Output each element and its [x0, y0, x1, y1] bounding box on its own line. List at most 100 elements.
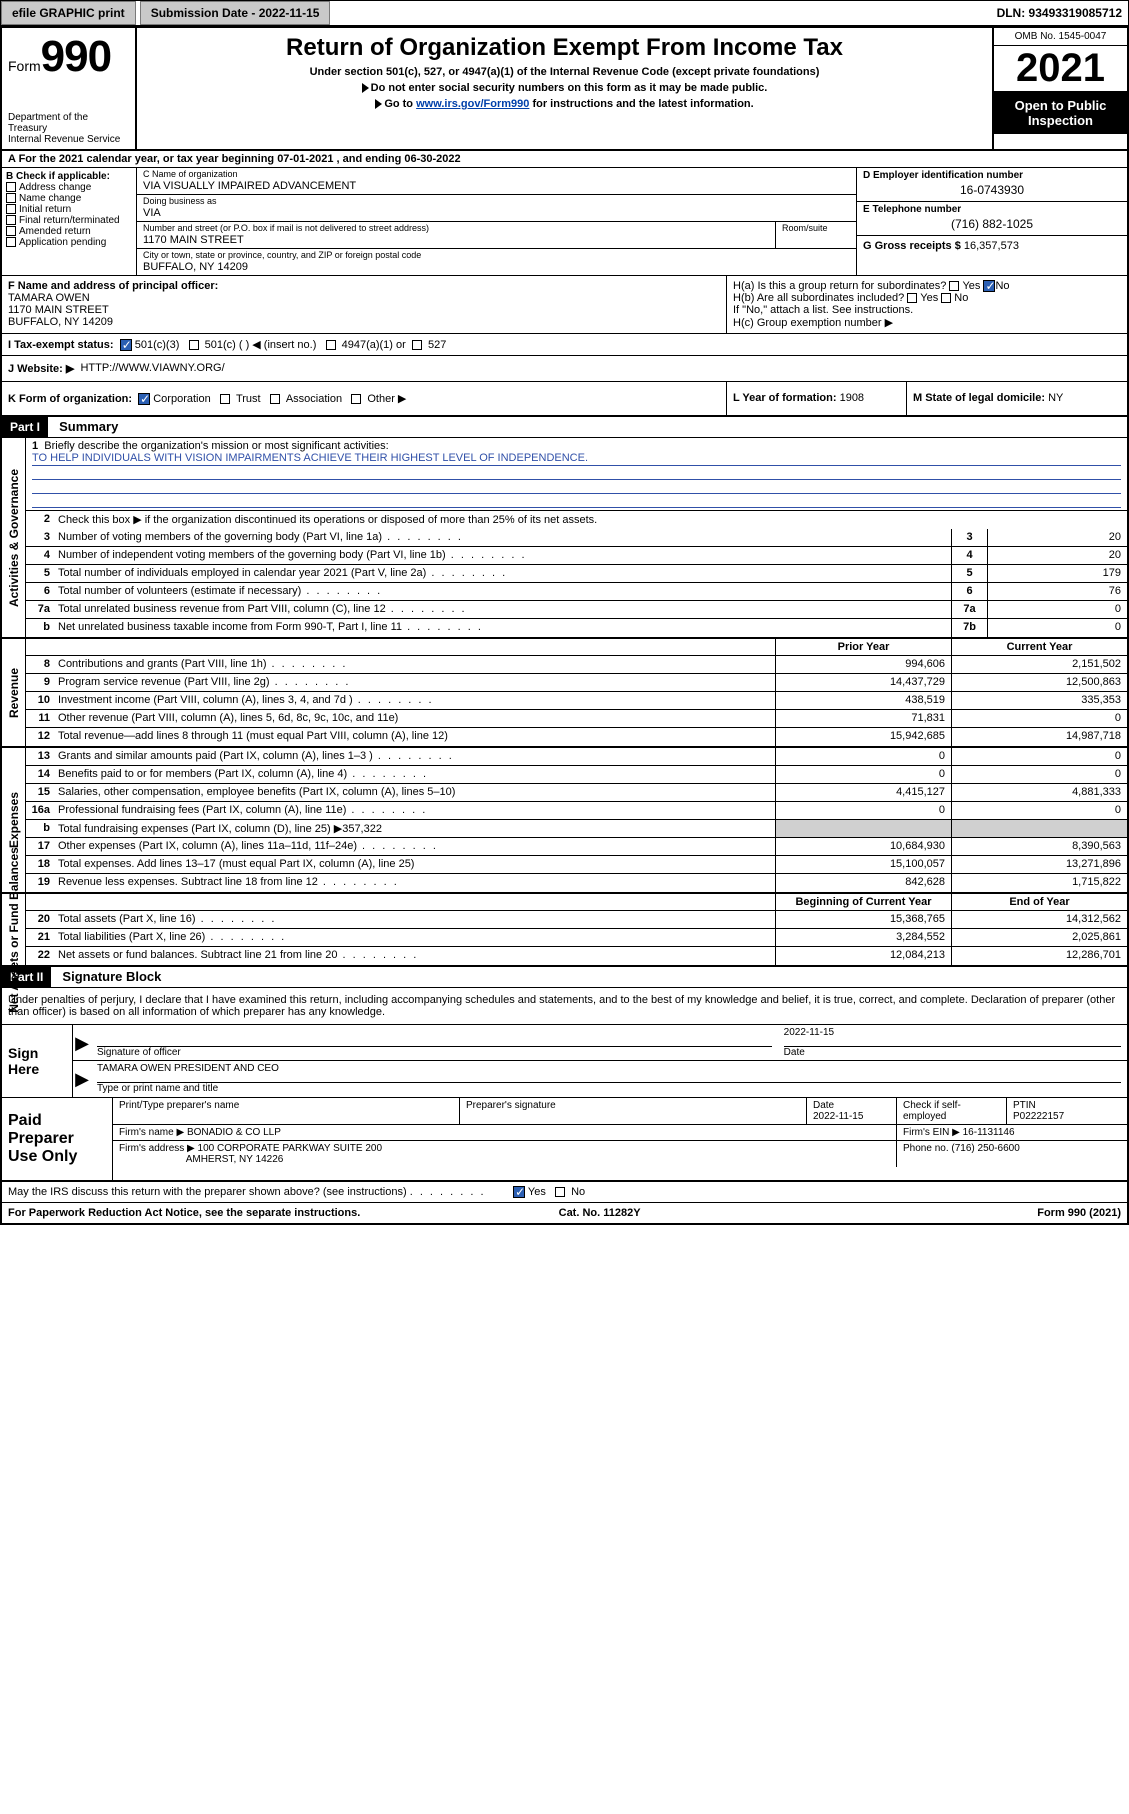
col-boy: Beginning of Current Year — [775, 894, 951, 910]
org-name-label: C Name of organization — [137, 168, 856, 180]
line10-prior: 438,519 — [775, 692, 951, 709]
line16a-current: 0 — [951, 802, 1127, 819]
line11-current: 0 — [951, 710, 1127, 727]
line20-boy: 15,368,765 — [775, 911, 951, 928]
line18-current: 13,271,896 — [951, 856, 1127, 873]
omb-number: OMB No. 1545-0047 — [994, 28, 1127, 46]
sig-name-label: Type or print name and title — [97, 1083, 218, 1094]
line13-current: 0 — [951, 748, 1127, 765]
chk-initial-return[interactable] — [6, 204, 16, 214]
chk-hb-no[interactable] — [941, 293, 951, 303]
firm-addr-label: Firm's address ▶ — [119, 1143, 195, 1154]
sign-here-label: Sign Here — [2, 1025, 72, 1097]
form-subtitle: Under section 501(c), 527, or 4947(a)(1)… — [143, 66, 986, 78]
chk-hb-yes[interactable] — [907, 293, 917, 303]
website-value: HTTP://WWW.VIAWNY.ORG/ — [80, 362, 224, 375]
line9-current: 12,500,863 — [951, 674, 1127, 691]
mission-text: TO HELP INDIVIDUALS WITH VISION IMPAIRME… — [32, 452, 1121, 466]
line19-prior: 842,628 — [775, 874, 951, 892]
irs-link[interactable]: www.irs.gov/Form990 — [416, 98, 529, 110]
col-prior: Prior Year — [775, 639, 951, 655]
gross-label: G Gross receipts $ — [863, 240, 961, 252]
year-formation-label: L Year of formation: — [733, 392, 837, 404]
discuss-text: May the IRS discuss this return with the… — [8, 1186, 407, 1198]
chk-501c3[interactable] — [120, 339, 132, 351]
line10-text: Investment income (Part VIII, column (A)… — [54, 692, 775, 709]
prep-date: 2022-11-15 — [813, 1111, 863, 1122]
tel-value: (716) 882-1025 — [857, 217, 1127, 235]
line11-text: Other revenue (Part VIII, column (A), li… — [54, 710, 775, 727]
line14-current: 0 — [951, 766, 1127, 783]
officer-addr1: 1170 MAIN STREET — [8, 304, 720, 316]
line8-current: 2,151,502 — [951, 656, 1127, 673]
line12-current: 14,987,718 — [951, 728, 1127, 746]
line5-val: 179 — [987, 565, 1127, 582]
chk-amended[interactable] — [6, 226, 16, 236]
chk-discuss-no[interactable] — [555, 1187, 565, 1197]
line21-eoy: 2,025,861 — [951, 929, 1127, 946]
line19-current: 1,715,822 — [951, 874, 1127, 892]
line6-val: 76 — [987, 583, 1127, 600]
line17-current: 8,390,563 — [951, 838, 1127, 855]
chk-name-change[interactable] — [6, 193, 16, 203]
chk-assoc[interactable] — [270, 394, 280, 404]
line12-text: Total revenue—add lines 8 through 11 (mu… — [54, 728, 775, 746]
room-label: Room/suite — [776, 222, 856, 234]
chk-discuss-yes[interactable] — [513, 1186, 525, 1198]
form-number: Form990 — [8, 32, 129, 82]
firm-name: BONADIO & CO LLP — [187, 1127, 281, 1138]
form-page: Form990 Department of the Treasury Inter… — [0, 26, 1129, 1225]
vlabel-netassets: Net Assets or Fund Balances — [2, 894, 26, 965]
prep-sig-label: Preparer's signature — [466, 1100, 556, 1111]
chk-final-return[interactable] — [6, 215, 16, 225]
line22-eoy: 12,286,701 — [951, 947, 1127, 965]
line15-text: Salaries, other compensation, employee b… — [54, 784, 775, 801]
form-footer: Form 990 (2021) — [1037, 1207, 1121, 1219]
paid-preparer-label: Paid Preparer Use Only — [2, 1098, 112, 1180]
form-title: Return of Organization Exempt From Incom… — [143, 34, 986, 62]
city-label: City or town, state or province, country… — [137, 249, 856, 261]
firm-addr2: AMHERST, NY 14226 — [186, 1154, 284, 1165]
hc-row: H(c) Group exemption number ▶ — [733, 316, 1121, 329]
dba-value: VIA — [137, 207, 856, 221]
line8-text: Contributions and grants (Part VIII, lin… — [54, 656, 775, 673]
open-inspection: Open to Public Inspection — [994, 92, 1127, 134]
form-note-ssn: Do not enter social security numbers on … — [143, 82, 986, 94]
chk-ha-yes[interactable] — [949, 281, 959, 291]
line18-text: Total expenses. Add lines 13–17 (must eq… — [54, 856, 775, 873]
chk-501c[interactable] — [189, 340, 199, 350]
chk-ha-no[interactable] — [983, 280, 995, 292]
chk-address-change[interactable] — [6, 182, 16, 192]
line3-val: 20 — [987, 529, 1127, 546]
chk-trust[interactable] — [220, 394, 230, 404]
chk-other[interactable] — [351, 394, 361, 404]
line21-boy: 3,284,552 — [775, 929, 951, 946]
hb-row: H(b) Are all subordinates included? Yes … — [733, 292, 1121, 304]
chk-corp[interactable] — [138, 393, 150, 405]
hb-note: If "No," attach a list. See instructions… — [733, 304, 1121, 316]
tax-year: 2021 — [994, 46, 1127, 92]
submission-date: Submission Date - 2022-11-15 — [140, 1, 331, 25]
officer-label: F Name and address of principal officer: — [8, 280, 720, 292]
part2-title: Signature Block — [54, 966, 169, 987]
firm-phone-label: Phone no. — [903, 1143, 949, 1154]
sig-date-label: Date — [784, 1047, 805, 1058]
chk-4947[interactable] — [326, 340, 336, 350]
efile-button[interactable]: efile GRAPHIC print — [1, 1, 136, 25]
col-eoy: End of Year — [951, 894, 1127, 910]
chk-527[interactable] — [412, 340, 422, 350]
line7a-text: Total unrelated business revenue from Pa… — [54, 601, 951, 618]
col-current: Current Year — [951, 639, 1127, 655]
line4-val: 20 — [987, 547, 1127, 564]
line13-text: Grants and similar amounts paid (Part IX… — [54, 748, 775, 765]
officer-addr2: BUFFALO, NY 14209 — [8, 316, 720, 328]
form-link-row: Go to www.irs.gov/Form990 for instructio… — [143, 98, 986, 110]
prep-name-label: Print/Type preparer's name — [119, 1100, 239, 1111]
year-formation: 1908 — [840, 392, 864, 404]
chk-app-pending[interactable] — [6, 237, 16, 247]
row-i-label: I Tax-exempt status: — [8, 339, 114, 351]
line16b-text: Total fundraising expenses (Part IX, col… — [54, 820, 775, 837]
domicile-label: M State of legal domicile: — [913, 392, 1045, 404]
tel-label: E Telephone number — [857, 202, 1127, 217]
line3-text: Number of voting members of the governin… — [54, 529, 951, 546]
